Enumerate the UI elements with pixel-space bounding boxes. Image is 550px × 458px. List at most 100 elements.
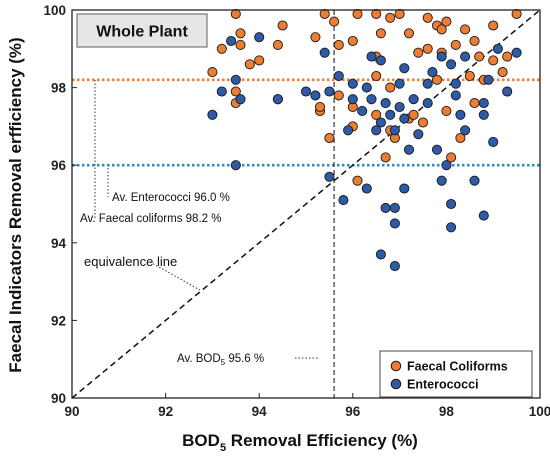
point-faecal [422, 12, 433, 23]
point-faecal [244, 59, 255, 70]
point-enterococci [272, 94, 283, 105]
x-axis-title: BOD5 Removal Efficiency (%) [182, 431, 418, 454]
point-faecal [230, 86, 241, 97]
point-enterococci [488, 136, 499, 147]
plot-area: 90 92 94 96 98 100 90 92 94 96 98 100 [43, 3, 550, 419]
point-faecal [235, 28, 246, 39]
y-tick-label: 92 [51, 313, 66, 328]
point-faecal [469, 98, 480, 109]
annotation-bod-rest: 95.6 % [225, 353, 264, 365]
point-enterococci [235, 94, 246, 105]
y-tick-label: 100 [43, 3, 66, 18]
x-tick-label: 98 [439, 404, 455, 419]
y-tick-label: 90 [51, 391, 66, 406]
point-faecal [417, 117, 429, 128]
point-faecal [441, 16, 452, 27]
point-faecal [474, 51, 485, 62]
annotation-bod-sub: 5 [221, 358, 226, 367]
y-axis-title: Faecal Indicators Removal erfficiency (%… [6, 37, 25, 372]
point-enterococci [511, 47, 522, 58]
equivalence-line [71, 9, 541, 399]
point-enterococci [413, 129, 424, 140]
point-enterococci [389, 261, 400, 272]
point-faecal [333, 39, 344, 50]
legend: Faecal Coliforms Enterococci [379, 350, 533, 398]
point-faecal [254, 55, 265, 66]
point-faecal [497, 67, 508, 78]
point-enterococci [399, 183, 410, 194]
point-enterococci [338, 195, 349, 206]
point-enterococci [371, 125, 382, 136]
point-enterococci [422, 98, 433, 109]
point-enterococci [310, 90, 321, 101]
x-axis-title-sub: 5 [220, 442, 226, 454]
point-faecal [502, 51, 513, 62]
x-tick-label: 100 [529, 404, 550, 419]
point-faecal [441, 105, 452, 116]
point-enterococci [333, 70, 344, 82]
point-enterococci [446, 222, 457, 233]
point-faecal [352, 175, 363, 186]
legend-label-entero: Enterococci [407, 378, 479, 392]
point-faecal [436, 24, 447, 35]
point-faecal [385, 82, 396, 93]
point-faecal [408, 109, 419, 120]
point-faecal [455, 132, 466, 144]
point-faecal [347, 35, 358, 47]
point-enterococci [389, 202, 400, 213]
point-enterococci [380, 202, 391, 213]
point-enterococci [394, 101, 405, 113]
point-faecal [511, 8, 522, 19]
annotation-enterococci: Av. Enterococci 96.0 % [112, 192, 230, 204]
point-enterococci [366, 51, 377, 62]
point-enterococci [319, 47, 330, 58]
legend-box [379, 350, 533, 398]
point-enterococci [399, 113, 410, 124]
point-enterococci [375, 55, 386, 66]
point-enterococci [502, 86, 513, 97]
point-enterococci [450, 90, 461, 101]
x-tick-label: 92 [158, 404, 173, 419]
point-faecal [469, 35, 480, 47]
point-enterococci [446, 59, 457, 70]
plot-frame [71, 9, 541, 399]
point-faecal [371, 8, 382, 19]
point-enterococci [254, 32, 265, 43]
point-faecal [235, 39, 246, 50]
point-enterococci [446, 198, 457, 210]
point-enterococci [403, 144, 415, 155]
point-enterococci [230, 160, 241, 171]
point-enterococci [385, 109, 396, 120]
panel-label: Whole Plant [96, 24, 188, 41]
point-enterococci [366, 94, 377, 105]
point-enterococci [450, 78, 461, 89]
point-faecal [207, 67, 218, 78]
point-enterococci [347, 94, 358, 105]
point-faecal [314, 101, 326, 113]
y-tick-label: 98 [51, 81, 67, 96]
point-faecal [277, 20, 288, 31]
point-enterococci [357, 105, 368, 116]
point-enterococci [436, 175, 447, 186]
point-faecal [431, 74, 443, 85]
point-faecal [371, 109, 382, 120]
annotation-bod: Av. BOD5 95.6 % [177, 353, 264, 367]
point-faecal [375, 28, 386, 39]
point-faecal [488, 20, 499, 31]
point-enterococci [460, 51, 471, 62]
point-faecal [464, 70, 475, 82]
point-faecal [446, 152, 457, 163]
point-faecal [450, 39, 461, 50]
point-faecal [324, 132, 335, 144]
y-tick-label: 94 [51, 236, 67, 251]
point-enterococci [375, 117, 386, 128]
point-enterococci [441, 160, 452, 171]
x-tick-label: 90 [64, 404, 79, 419]
annotation-bod-main: Av. BOD [177, 353, 221, 365]
point-enterococci [389, 125, 400, 136]
point-faecal [394, 8, 405, 19]
point-faecal [460, 24, 471, 35]
x-axis-title-main: BOD [182, 431, 220, 450]
point-enterococci [478, 109, 489, 120]
point-enterococci [216, 86, 227, 97]
